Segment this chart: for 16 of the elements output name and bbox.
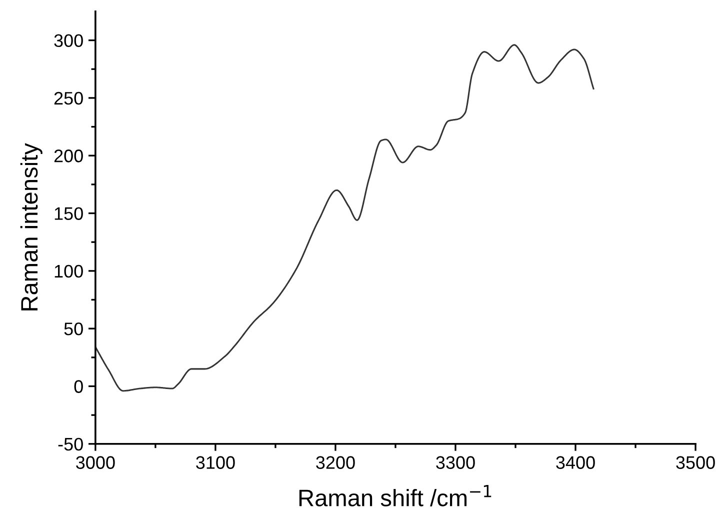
x-tick-label: 3400 [556, 456, 595, 469]
y-tick-label: 100 [54, 264, 83, 278]
x-tick-label: 3500 [676, 456, 715, 469]
x-tick-label: 3100 [196, 456, 235, 469]
y-tick-label: 250 [54, 92, 83, 105]
y-tick-label: 300 [54, 34, 83, 48]
x-tick-label: 3200 [316, 456, 355, 469]
y-tick-label: 0 [74, 380, 83, 393]
x-tick-label: 3000 [76, 456, 115, 469]
y-tick-label: 200 [54, 150, 83, 162]
y-tick-label: -50 [58, 438, 83, 451]
x-axis-title: Raman shift /cm$^{−1}$ [299, 485, 492, 506]
y-axis-title: Raman intensity [20, 143, 42, 310]
x-tick-label: 3300 [436, 456, 475, 469]
y-tick-label: 150 [54, 207, 83, 220]
y-tick-label: 50 [64, 322, 83, 336]
